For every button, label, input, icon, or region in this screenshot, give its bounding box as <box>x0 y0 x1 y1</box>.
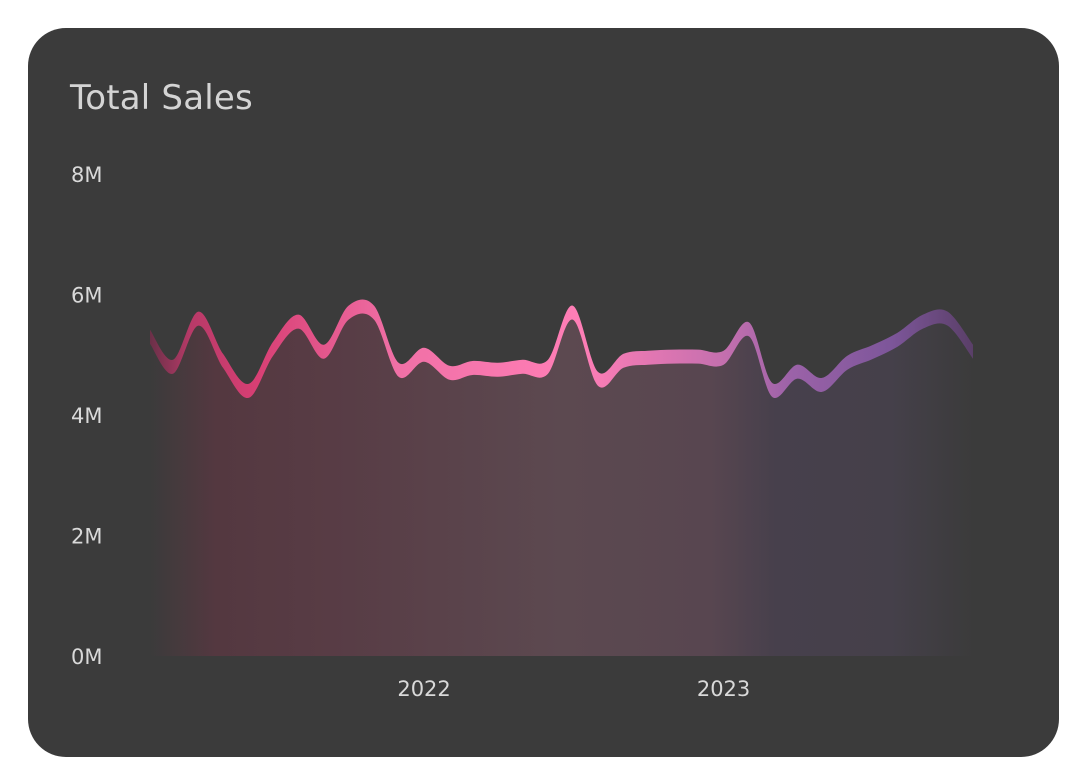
sales-ribbon <box>150 299 973 399</box>
y-tick-label: 6M <box>71 284 102 308</box>
x-tick-label: 2023 <box>697 677 750 701</box>
y-tick-label: 8M <box>71 163 102 187</box>
x-tick-label: 2022 <box>397 677 450 701</box>
y-tick-label: 2M <box>71 525 102 549</box>
chart-title: Total Sales <box>70 78 253 118</box>
y-tick-label: 4M <box>71 404 102 428</box>
total-sales-chart: 8M 6M 4M 2M 0M 2022 2023 <box>71 163 973 701</box>
chart-card: Total Sales <box>28 28 1059 757</box>
sales-area <box>150 306 973 656</box>
y-tick-label: 0M <box>71 645 102 669</box>
